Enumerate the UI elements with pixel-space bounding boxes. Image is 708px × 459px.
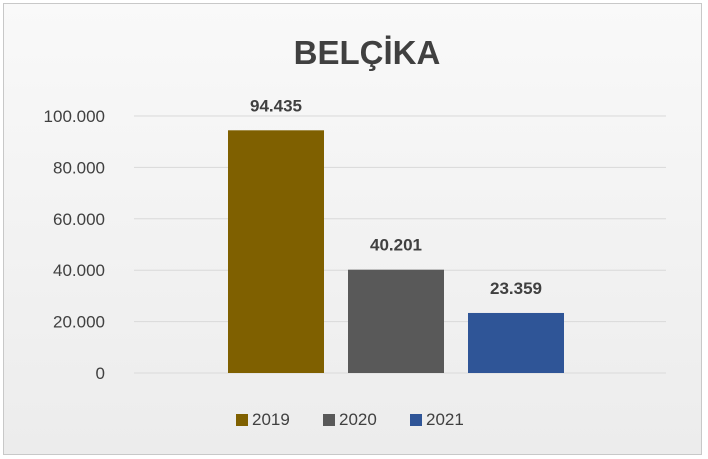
legend-label-2021: 2021: [426, 410, 464, 429]
bar-2019: [228, 130, 324, 373]
data-label-2019: 94.435: [250, 96, 302, 115]
y-tick-label: 20.000: [53, 313, 105, 332]
legend-swatch-2021: [410, 414, 422, 426]
bar-2021: [468, 312, 564, 373]
bar-2020: [348, 269, 444, 373]
y-axis-tick-labels: 0 20.000 40.000 60.000 80.000 100.000: [44, 107, 105, 383]
chart-title: BELÇİKA: [294, 34, 441, 71]
data-label-2021: 23.359: [490, 279, 542, 298]
data-labels: 94.435 40.201 23.359: [250, 96, 542, 298]
legend-swatch-2019: [236, 414, 248, 426]
legend: 2019 2020 2021: [236, 410, 464, 429]
bars: [228, 130, 564, 373]
y-tick-label: 60.000: [53, 210, 105, 229]
legend-label-2020: 2020: [339, 410, 377, 429]
y-tick-label: 0: [96, 364, 105, 383]
y-tick-label: 40.000: [53, 261, 105, 280]
y-tick-label: 100.000: [44, 107, 105, 126]
data-label-2020: 40.201: [370, 236, 422, 255]
chart-area: BELÇİKA 0 20.000 40.000 60.000 80.000 100.000…: [3, 3, 702, 455]
legend-swatch-2020: [323, 414, 335, 426]
y-tick-label: 80.000: [53, 158, 105, 177]
legend-label-2019: 2019: [252, 410, 290, 429]
bar-chart: BELÇİKA 0 20.000 40.000 60.000 80.000 100.000…: [44, 34, 666, 429]
